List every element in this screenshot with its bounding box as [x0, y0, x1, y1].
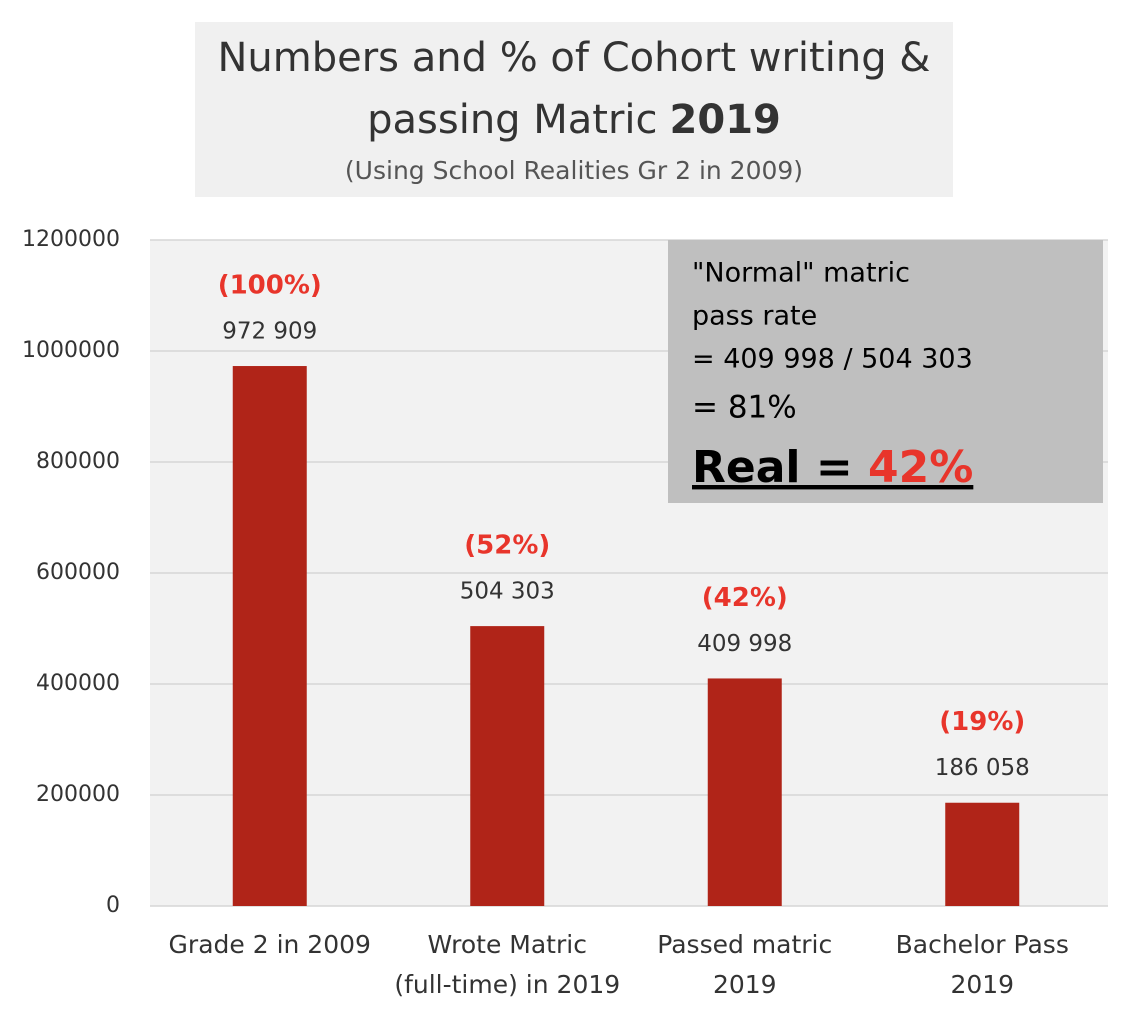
- y-tick-label: 200000: [36, 782, 120, 807]
- y-tick-label: 1200000: [22, 227, 120, 252]
- value-label: 504 303: [460, 579, 555, 605]
- annotation-line: pass rate: [692, 301, 817, 332]
- percent-label: (52%): [464, 531, 550, 561]
- chart-title: Numbers and % of Cohort writing & passing…: [218, 35, 931, 143]
- annotation-emphasis: Real = 42%: [692, 442, 973, 493]
- annotation-emphasis-value: 42%: [868, 442, 973, 493]
- bar: [707, 678, 782, 906]
- bar: [945, 802, 1020, 906]
- annotation-emphasis-label: Real =: [692, 442, 868, 493]
- bar: [470, 626, 545, 906]
- percent-label: (42%): [702, 583, 788, 613]
- x-tick-label: Passed matric 2019: [657, 930, 832, 999]
- y-tick-label: 1000000: [22, 338, 120, 363]
- y-tick-label: 0: [106, 893, 120, 918]
- chart-subtitle: (Using School Realities Gr 2 in 2009): [345, 156, 803, 185]
- value-label: 972 909: [222, 319, 317, 345]
- annotation-box: [668, 240, 1103, 503]
- value-label: 186 058: [935, 755, 1030, 781]
- percent-label: (100%): [218, 271, 322, 301]
- y-tick-label: 400000: [36, 671, 120, 696]
- annotation-line: = 81%: [692, 390, 797, 426]
- annotation-line: "Normal" matric: [692, 258, 910, 289]
- y-tick-label: 600000: [36, 560, 120, 585]
- annotation-line: = 409 998 / 504 303: [692, 344, 973, 375]
- value-label: 409 998: [697, 631, 792, 657]
- x-tick-label: Grade 2 in 2009: [169, 930, 371, 959]
- bar: [232, 366, 307, 906]
- x-tick-label: Bachelor Pass 2019: [896, 930, 1069, 999]
- x-tick-label: Wrote Matric (full-time) in 2019: [394, 930, 620, 999]
- title-box: [195, 22, 953, 197]
- percent-label: (19%): [939, 707, 1025, 737]
- title-emphasis: 2019: [670, 97, 781, 143]
- y-tick-label: 800000: [36, 449, 120, 474]
